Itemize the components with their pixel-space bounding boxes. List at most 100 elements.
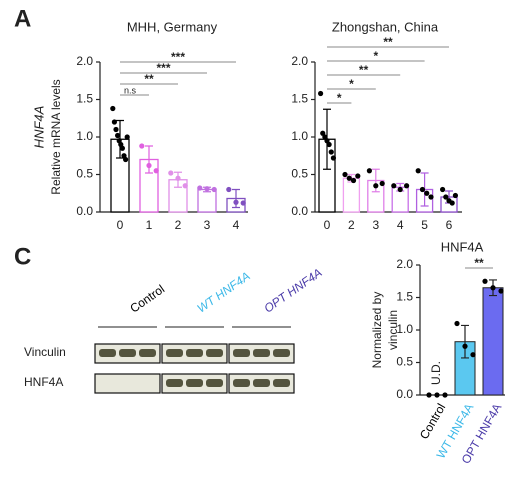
data-point [391,183,397,189]
data-point [342,171,348,178]
panel-label: A [14,5,31,32]
data-point [404,183,410,189]
blot-band [273,379,290,387]
data-point [113,126,119,133]
y-tick-label: 0.0 [76,204,93,218]
blot-band [206,379,223,387]
y-axis-label: Normalized by [370,292,384,369]
y-tick-label: 0.0 [396,387,413,401]
data-point [111,119,117,125]
row-label: HNF4A [24,375,63,389]
data-point [123,156,129,163]
y-axis-gene-label: HNF4A [31,106,46,149]
y-axis-label: vinculin [386,310,400,350]
data-point [197,185,203,191]
data-point [328,149,334,155]
y-tick-label: 2.0 [291,54,308,68]
y-tick-label: 1.5 [396,290,413,304]
blot-band [186,349,203,357]
y-tick-label: 1.0 [291,129,308,143]
error-bar [461,324,469,359]
data-point [482,278,488,284]
data-point [470,352,476,358]
blot-band [253,349,270,357]
significance-label: *** [156,61,170,75]
blot-band [166,379,183,387]
data-point [153,168,159,174]
y-tick-label: 0.0 [291,204,308,218]
data-point [366,168,372,174]
bar [197,188,217,213]
data-point [355,173,361,179]
y-tick-label: 0.5 [396,355,413,369]
y-tick-label: 1.5 [291,92,308,106]
chart-title: MHH, Germany [127,19,218,34]
y-tick-label: 2.0 [396,257,413,271]
data-point [110,105,116,112]
y-tick-label: 1.5 [76,92,93,106]
significance-label: ** [474,256,484,270]
annotation: U.D. [429,361,443,385]
y-tick-label: 2.0 [76,54,93,68]
data-point [428,194,434,200]
data-point [124,134,130,140]
data-point [119,145,125,151]
data-point [379,180,385,187]
data-point [175,175,181,181]
y-tick-label: 1.0 [76,129,93,143]
significance-label: * [349,77,354,91]
data-point [182,183,188,189]
x-tick-label: 2 [175,218,182,232]
data-point [373,183,379,189]
significance-label: ** [383,35,393,49]
x-tick-label: 1 [146,218,153,232]
data-point [440,186,446,193]
blot-band [206,349,223,357]
data-point [139,143,145,149]
data-point [498,288,504,294]
row-label: Vinculin [24,345,66,359]
x-tick-label: 3 [372,218,379,232]
data-point [490,285,496,291]
bar [482,287,504,396]
data-point [443,194,449,200]
data-point [146,162,152,169]
chart-title: Zhongshan, China [332,19,439,34]
error-bar [145,145,153,174]
group-label: Control [127,282,167,316]
y-tick-label: 1.0 [396,322,413,336]
bar [342,177,361,213]
data-point [318,90,324,97]
y-tick-label: 0.5 [291,167,308,181]
data-point [326,141,332,148]
x-tick-label: 6 [446,218,453,232]
x-tick-label: 4 [397,218,404,232]
data-point [415,168,421,174]
significance-label: *** [171,50,185,64]
data-point [462,343,468,349]
data-point [426,392,432,398]
significance-label: * [337,91,342,105]
significance-label: * [373,49,378,63]
data-point [419,186,426,193]
x-tick-label: 0 [324,218,331,232]
group-label: OPT HNF4A [261,265,324,315]
data-point [434,392,440,398]
x-tick-label: 5 [421,218,428,232]
blot-band [99,349,116,357]
data-point [424,190,430,196]
blot-band [139,349,156,357]
data-point [452,192,458,199]
significance-label: ** [359,63,369,77]
data-point [240,200,246,206]
blot-band [233,379,250,387]
data-point [226,186,232,193]
data-point [233,199,239,205]
blot-band [273,349,290,357]
data-point [211,186,217,193]
data-point [449,200,455,206]
group-label: WT HNF4A [194,269,252,316]
data-point [397,186,403,193]
data-point [330,155,336,161]
